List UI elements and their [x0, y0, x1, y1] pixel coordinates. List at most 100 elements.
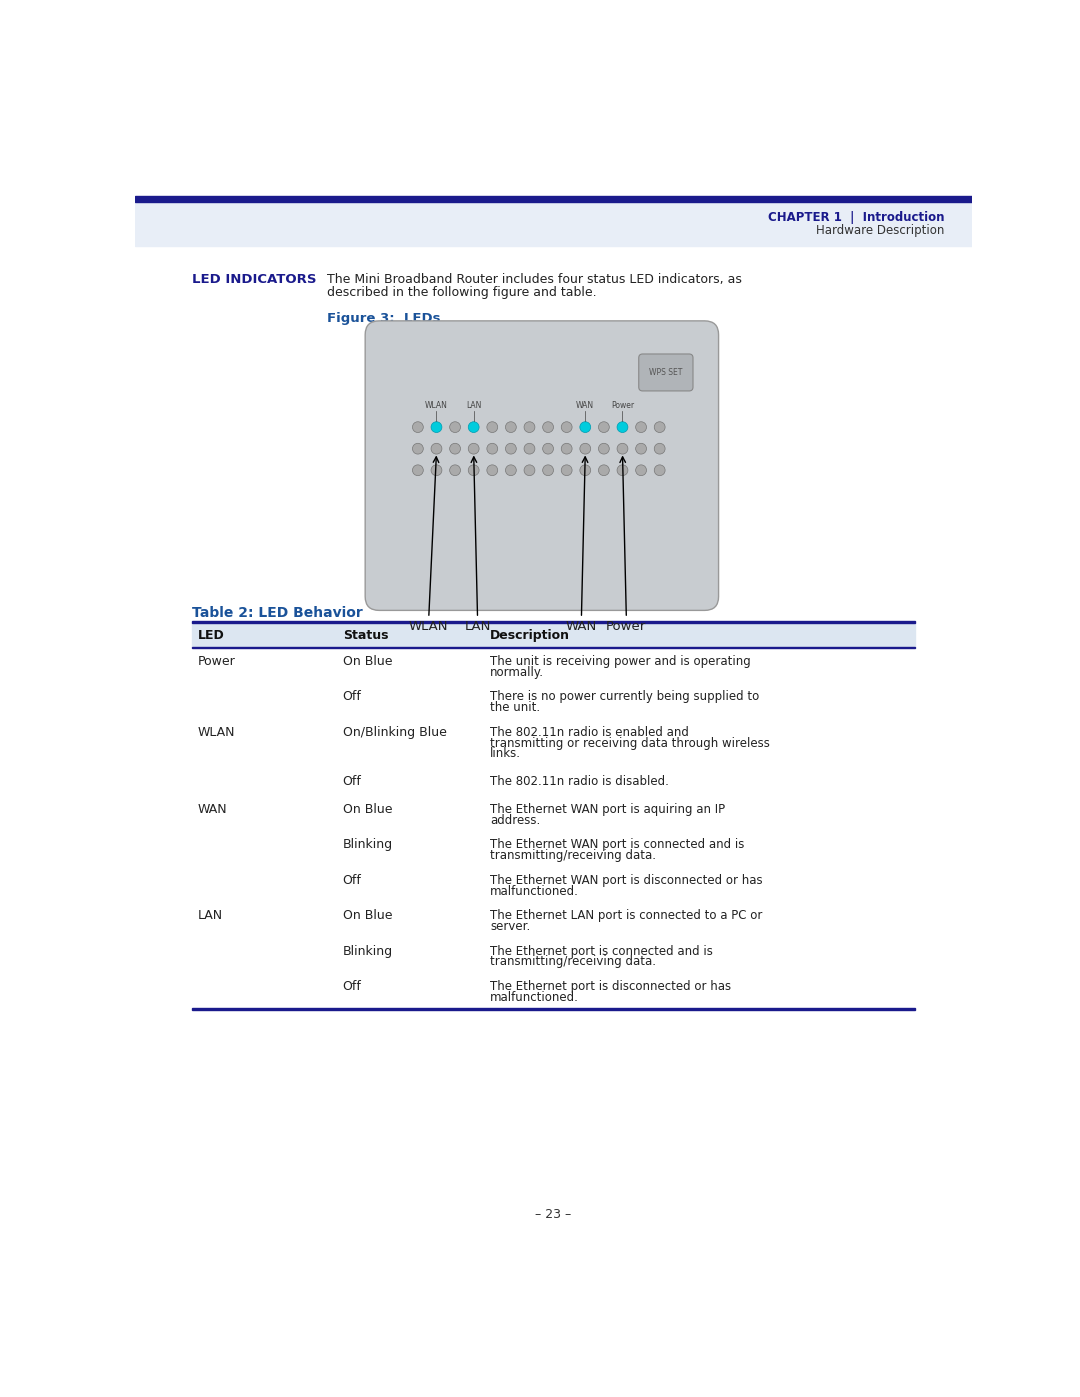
- Text: WPS SET: WPS SET: [649, 367, 683, 377]
- Circle shape: [505, 422, 516, 433]
- Text: WLAN: WLAN: [426, 401, 448, 411]
- Circle shape: [617, 422, 627, 433]
- Circle shape: [505, 443, 516, 454]
- Text: normally.: normally.: [490, 666, 544, 679]
- Text: Off: Off: [342, 775, 362, 788]
- Text: Table 2: LED Behavior: Table 2: LED Behavior: [191, 606, 362, 620]
- Bar: [135, 203, 972, 246]
- Circle shape: [580, 465, 591, 475]
- FancyBboxPatch shape: [638, 353, 693, 391]
- Text: – 23 –: – 23 –: [536, 1207, 571, 1221]
- Circle shape: [598, 422, 609, 433]
- Circle shape: [636, 465, 647, 475]
- Text: LAN: LAN: [198, 909, 222, 922]
- Circle shape: [524, 422, 535, 433]
- Text: The 802.11n radio is disabled.: The 802.11n radio is disabled.: [490, 775, 669, 788]
- Text: The unit is receiving power and is operating: The unit is receiving power and is opera…: [490, 655, 751, 668]
- Text: Blinking: Blinking: [342, 838, 393, 851]
- Text: links.: links.: [490, 747, 521, 760]
- Circle shape: [542, 422, 554, 433]
- Text: Hardware Description: Hardware Description: [816, 225, 945, 237]
- Bar: [135, 168, 972, 196]
- Circle shape: [562, 443, 572, 454]
- Text: LAN: LAN: [465, 401, 482, 411]
- Circle shape: [413, 422, 423, 433]
- Text: server.: server.: [490, 921, 530, 933]
- Bar: [135, 196, 972, 203]
- Circle shape: [598, 465, 609, 475]
- Text: The Ethernet WAN port is disconnected or has: The Ethernet WAN port is disconnected or…: [490, 873, 762, 887]
- Text: There is no power currently being supplied to: There is no power currently being suppli…: [490, 690, 759, 704]
- Bar: [191, 1007, 916, 1010]
- Circle shape: [487, 443, 498, 454]
- Text: The 802.11n radio is enabled and: The 802.11n radio is enabled and: [490, 726, 689, 739]
- Text: Figure 3:  LEDs: Figure 3: LEDs: [327, 312, 441, 324]
- Text: malfunctioned.: malfunctioned.: [490, 884, 579, 897]
- Text: WAN: WAN: [566, 620, 597, 633]
- Circle shape: [617, 443, 627, 454]
- Text: malfunctioned.: malfunctioned.: [490, 990, 579, 1004]
- Circle shape: [636, 443, 647, 454]
- Text: WLAN: WLAN: [409, 620, 448, 633]
- Circle shape: [413, 443, 423, 454]
- Circle shape: [487, 422, 498, 433]
- Circle shape: [469, 465, 480, 475]
- Circle shape: [524, 465, 535, 475]
- Circle shape: [580, 443, 591, 454]
- Text: WAN: WAN: [198, 803, 228, 816]
- Text: The Ethernet port is connected and is: The Ethernet port is connected and is: [490, 944, 713, 957]
- Text: On Blue: On Blue: [342, 909, 392, 922]
- Text: WAN: WAN: [577, 401, 594, 411]
- Text: transmitting/receiving data.: transmitting/receiving data.: [490, 849, 656, 862]
- Text: The Ethernet port is disconnected or has: The Ethernet port is disconnected or has: [490, 979, 731, 993]
- Circle shape: [431, 465, 442, 475]
- Circle shape: [562, 465, 572, 475]
- Text: The Ethernet LAN port is connected to a PC or: The Ethernet LAN port is connected to a …: [490, 909, 762, 922]
- Text: Power: Power: [606, 620, 647, 633]
- Circle shape: [636, 422, 647, 433]
- Circle shape: [469, 422, 480, 433]
- Text: WLAN: WLAN: [198, 726, 235, 739]
- Circle shape: [598, 443, 609, 454]
- Circle shape: [654, 422, 665, 433]
- Text: described in the following figure and table.: described in the following figure and ta…: [327, 286, 597, 299]
- Text: On Blue: On Blue: [342, 803, 392, 816]
- Text: Power: Power: [611, 401, 634, 411]
- Text: On Blue: On Blue: [342, 655, 392, 668]
- Text: CHAPTER 1  |  Introduction: CHAPTER 1 | Introduction: [768, 211, 945, 224]
- Text: Status: Status: [342, 629, 388, 641]
- Text: Blinking: Blinking: [342, 944, 393, 957]
- Text: Off: Off: [342, 690, 362, 704]
- Text: LED: LED: [198, 629, 225, 641]
- Circle shape: [413, 465, 423, 475]
- Circle shape: [505, 465, 516, 475]
- Text: LED INDICATORS: LED INDICATORS: [191, 274, 316, 286]
- Text: transmitting or receiving data through wireless: transmitting or receiving data through w…: [490, 736, 770, 750]
- Text: LAN: LAN: [464, 620, 490, 633]
- Circle shape: [654, 443, 665, 454]
- Text: Off: Off: [342, 873, 362, 887]
- FancyBboxPatch shape: [365, 321, 718, 610]
- Circle shape: [542, 465, 554, 475]
- Circle shape: [654, 465, 665, 475]
- Bar: [191, 623, 916, 647]
- Circle shape: [524, 443, 535, 454]
- Bar: [191, 647, 916, 648]
- Text: Off: Off: [342, 979, 362, 993]
- Circle shape: [617, 465, 627, 475]
- Text: address.: address.: [490, 813, 540, 827]
- Circle shape: [449, 465, 460, 475]
- Text: The Mini Broadband Router includes four status LED indicators, as: The Mini Broadband Router includes four …: [327, 274, 742, 286]
- Text: the unit.: the unit.: [490, 701, 540, 714]
- Circle shape: [449, 422, 460, 433]
- Circle shape: [431, 443, 442, 454]
- Text: Power: Power: [198, 655, 235, 668]
- Circle shape: [431, 422, 442, 433]
- Circle shape: [580, 422, 591, 433]
- Circle shape: [542, 443, 554, 454]
- Circle shape: [449, 443, 460, 454]
- Circle shape: [562, 422, 572, 433]
- Bar: [191, 622, 916, 623]
- Text: transmitting/receiving data.: transmitting/receiving data.: [490, 956, 656, 968]
- Text: Description: Description: [490, 629, 570, 641]
